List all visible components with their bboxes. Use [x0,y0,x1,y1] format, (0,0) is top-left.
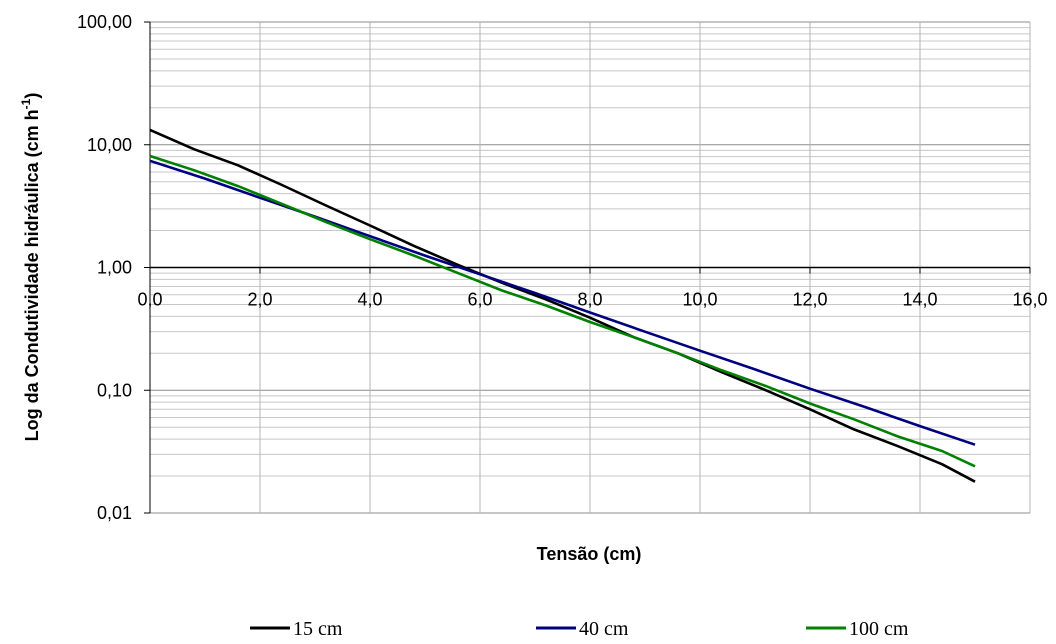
legend-label-15cm: 15 cm [293,618,343,640]
y-tick-label: 0,10 [97,380,132,400]
x-tick-label: 10,0 [682,290,717,310]
x-axis-title: Tensão (cm) [537,544,642,564]
legend-label-40cm: 40 cm [579,618,629,640]
x-tick-label: 6,0 [467,290,492,310]
legend-item: 40 cm [536,618,629,640]
x-tick-label: 4,0 [357,290,382,310]
y-axis-title: Log da Condutividade hidráulica (cm h-1) [19,93,42,442]
x-tick-label: 16,0 [1012,290,1047,310]
axes [144,21,1031,514]
series-line-1 [149,128,976,483]
legend-item: 15 cm [250,618,343,640]
x-tick-label: 2,0 [247,290,272,310]
series-line-3 [149,154,976,468]
legend: 15 cm 40 cm 100 cm [250,618,909,640]
y-axis-title-main: Log da Condutividade hidráulica (cm h [22,109,42,441]
y-tick-label: 10,00 [87,135,132,155]
tick-labels: 0,0 2,0 4,0 6,0 8,0 10,0 12,0 14,0 16,0 0,01 0,10 1… [77,12,1048,523]
y-tick-label: 100,00 [77,12,132,32]
legend-item: 100 cm [806,618,909,640]
legend-label-100cm: 100 cm [849,618,909,640]
x-tick-label: 14,0 [902,290,937,310]
x-tick-label: 12,0 [792,290,827,310]
y-tick-label: 1,00 [97,258,132,278]
y-axis-title-superscript: -1 [19,98,33,109]
y-tick-label: 0,01 [97,503,132,523]
y-axis-title-close: ) [22,93,42,99]
x-tick-label: 8,0 [577,290,602,310]
x-tick-label: 0,0 [137,290,162,310]
series-lines [149,128,976,483]
